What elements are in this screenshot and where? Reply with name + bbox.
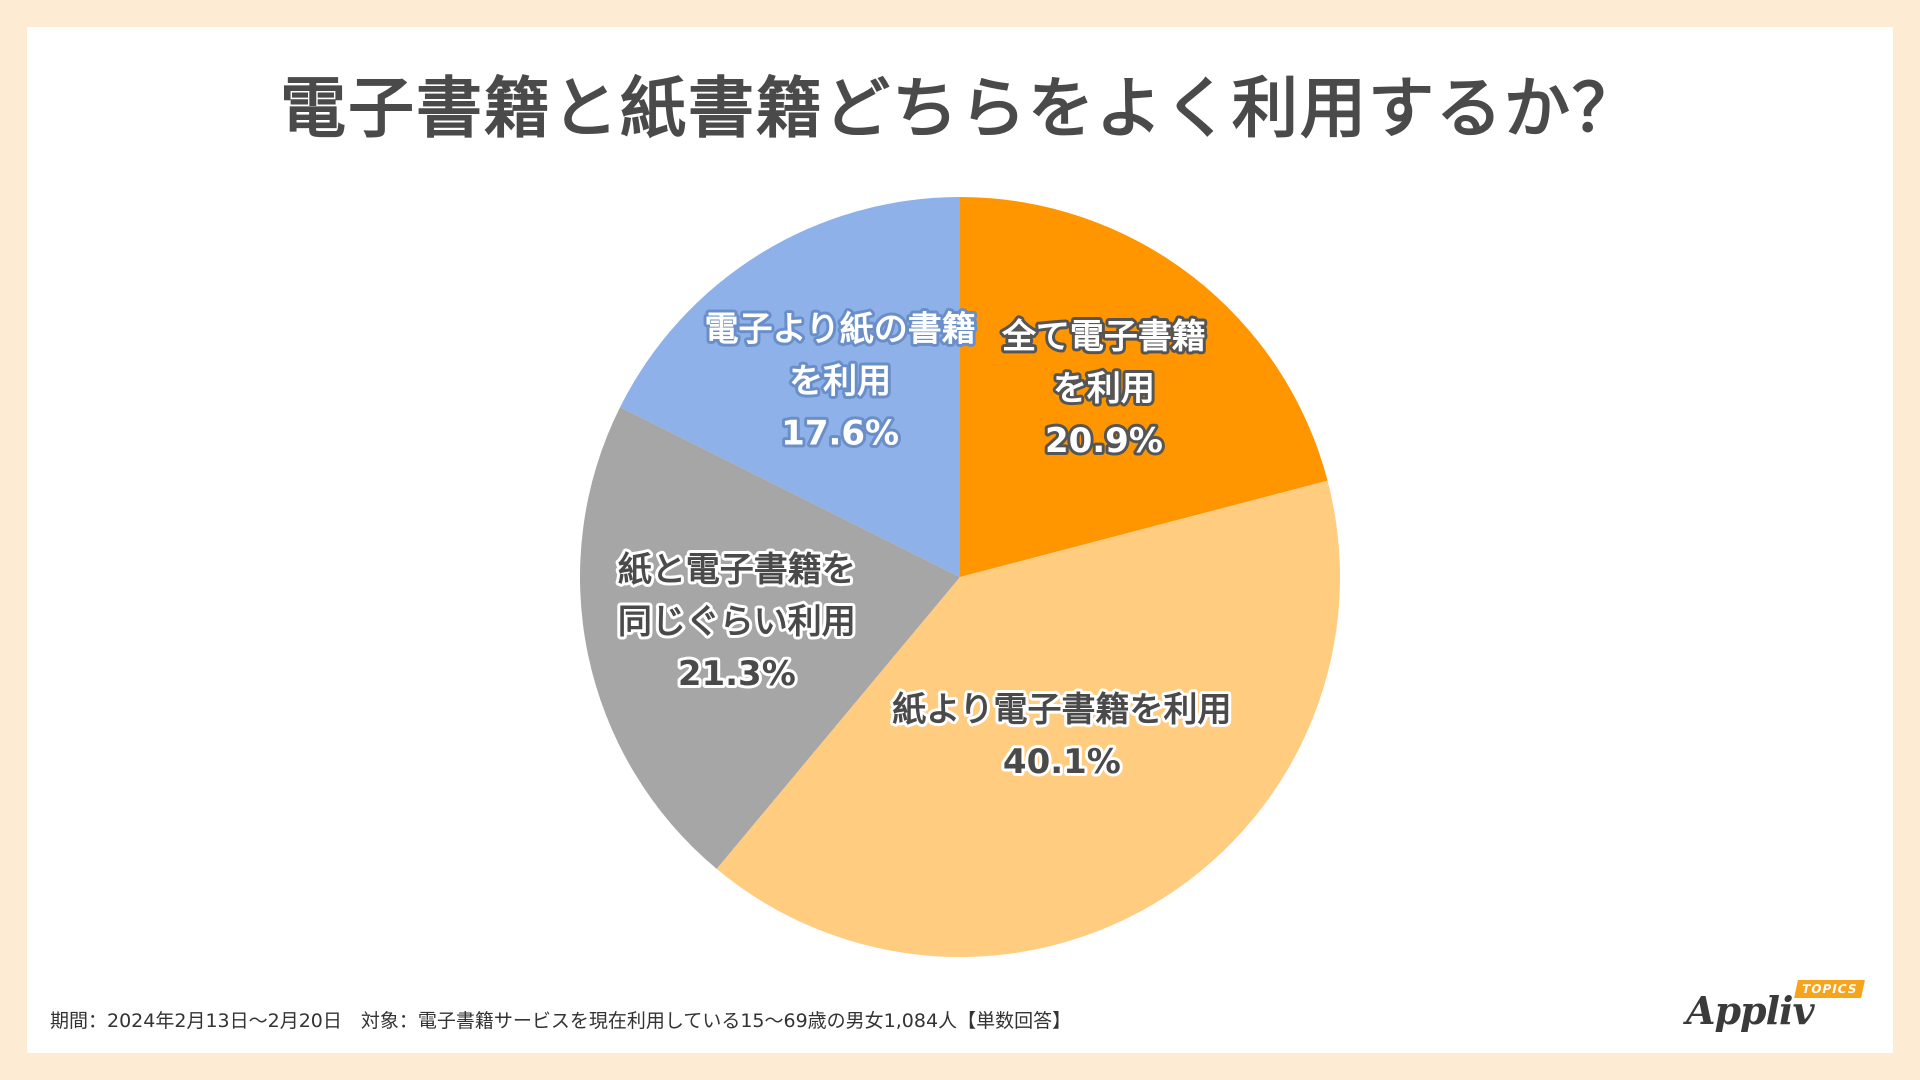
chart-title: 電子書籍と紙書籍どちらをよく利用するか？	[280, 70, 1640, 147]
slice-value-label-3: 17.6%	[781, 414, 899, 454]
slice-value-label-0: 20.9%	[1045, 421, 1163, 461]
pie-slice-1	[716, 480, 1340, 958]
slice-category-label-3-0: 電子より紙の書籍	[704, 310, 975, 350]
logo-wordmark: Appliv	[1686, 988, 1815, 1033]
slice-category-label-0-1: を利用	[1053, 369, 1155, 409]
appliv-topics-logo: Appliv TOPICS	[1686, 978, 1866, 1038]
pie-slice-0	[960, 197, 1328, 577]
slice-category-label-3-1: を利用	[789, 362, 891, 402]
logo-badge: TOPICS	[1794, 980, 1866, 998]
slice-value-label-1: 40.1%	[1003, 742, 1121, 782]
pie-slice-3	[620, 197, 960, 577]
slice-label-1: 紙より電子書籍を利用 40.1%	[889, 687, 1234, 785]
slice-category-label-2-0: 紙と電子書籍を	[618, 550, 856, 590]
slice-category-label-0-0: 全て電子書籍	[1001, 317, 1206, 357]
slice-category-label-2-1: 同じぐらい利用	[618, 602, 856, 642]
slice-category-label-1-0: 紙より電子書籍を利用	[892, 690, 1231, 730]
pie-slice-2	[580, 406, 960, 869]
slice-value-label-2: 21.3%	[678, 654, 796, 694]
survey-footnote: 期間：2024年2月13日～2月20日 対象：電子書籍サービスを現在利用している…	[50, 1010, 1072, 1032]
